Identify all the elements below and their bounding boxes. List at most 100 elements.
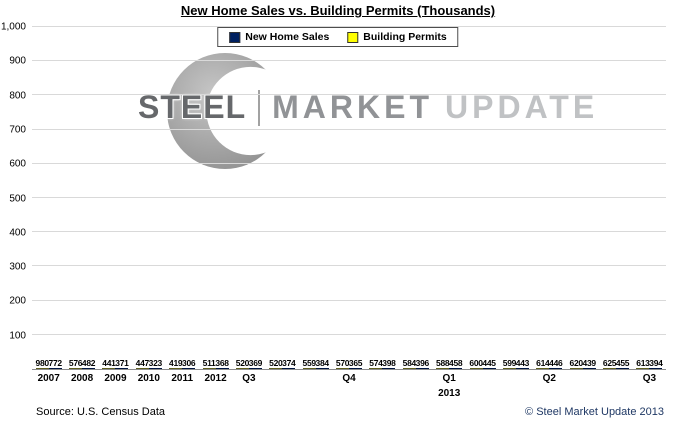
bar-value-label: 482 <box>81 358 96 368</box>
y-axis-tick-label: 700 <box>9 124 26 136</box>
bar-pair: 625 455 <box>603 358 630 369</box>
bar-new-home-sales: 445 <box>482 358 496 369</box>
bar-new-home-sales: 365 <box>349 358 363 369</box>
bar-value-label: 419 <box>169 358 183 368</box>
bar-group: 584 396 <box>399 27 432 369</box>
bar-value-label: 980 <box>35 358 50 368</box>
bar-pair: 588 458 <box>436 358 463 369</box>
bar-group: 620 439 <box>566 27 599 369</box>
bar-building-permits: 588 <box>436 358 450 369</box>
y-axis-tick-label: 1,000 <box>0 21 26 33</box>
bar-pair: 576 482 <box>69 358 96 369</box>
bar-building-permits: 980 <box>36 358 49 369</box>
bar-value-label: 520 <box>269 358 283 368</box>
bar-group: 600 445 <box>466 27 499 369</box>
legend-item-new-home-sales: New Home Sales <box>229 31 329 43</box>
bar-group: 980 772 2007 <box>32 27 65 384</box>
bar-value-label: 599 <box>502 358 517 368</box>
bar-value-label: 398 <box>382 358 396 368</box>
bar-value-label: 574 <box>369 358 383 368</box>
bar-value-label: 458 <box>449 358 463 368</box>
legend: New Home Sales Building Permits <box>217 27 459 47</box>
bar-value-label: 445 <box>482 358 496 368</box>
gridline <box>32 299 666 301</box>
bar-pair: 574 398 <box>369 358 396 369</box>
bar-group: 559 384 <box>299 27 332 369</box>
x-axis-tick-label: Q3 <box>242 373 256 384</box>
bar-new-home-sales: 458 <box>449 358 463 369</box>
bar-building-permits: 599 <box>503 358 516 369</box>
bar-pair: 620 439 <box>570 358 596 369</box>
bar-pair: 980 772 <box>36 358 62 369</box>
gridline <box>32 197 666 198</box>
bar-building-permits: 576 <box>69 358 83 369</box>
x-axis-tick-label: 2011 <box>171 373 194 384</box>
bar-group: 576 482 2008 <box>65 27 98 384</box>
bar-group: 520 374 <box>266 27 299 369</box>
bar-value-label: 570 <box>335 358 350 368</box>
gridline <box>32 162 666 164</box>
legend-swatch-new-home-sales <box>229 31 241 43</box>
x-axis-tick-label: 2012 <box>204 373 227 384</box>
x-axis-year-label: 2013 <box>438 388 461 399</box>
bar-building-permits: 614 <box>536 358 550 369</box>
bar-new-home-sales: 369 <box>249 358 262 369</box>
bar-group: 511 368 2012 <box>199 27 232 384</box>
bar-group: 574 398 <box>366 27 399 369</box>
x-axis-tick-label: 2009 <box>104 373 127 384</box>
bar-building-permits: 441 <box>102 358 116 369</box>
bar-group: 613 394 Q3 <box>633 27 666 384</box>
bar-building-permits: 584 <box>403 358 416 369</box>
bar-new-home-sales: 368 <box>215 358 229 369</box>
bar-group: 588 458 Q1 2013 <box>433 27 466 399</box>
bar-group: 625 455 <box>599 27 632 369</box>
copyright-note: © Steel Market Update 2013 <box>525 406 664 418</box>
bar-pair: 520 369 <box>236 358 262 369</box>
bar-group: 570 365 Q4 <box>332 27 365 384</box>
bar-building-permits: 419 <box>169 358 183 369</box>
bar-value-label: 365 <box>348 358 363 368</box>
bar-new-home-sales: 446 <box>549 358 563 369</box>
gridline <box>32 128 666 130</box>
gridline <box>32 26 666 27</box>
bar-building-permits: 620 <box>570 358 583 369</box>
bar-building-permits: 613 <box>636 358 650 369</box>
bar-building-permits: 570 <box>336 358 350 369</box>
bar-group: 520 369 Q3 <box>232 27 265 384</box>
bar-group: 419 306 2011 <box>166 27 199 384</box>
y-axis-tick-label: 300 <box>9 261 26 273</box>
bar-new-home-sales: 384 <box>316 358 329 369</box>
source-note: Source: U.S. Census Data <box>36 406 166 418</box>
gridline <box>32 265 666 267</box>
bar-value-label: 396 <box>415 358 430 368</box>
y-axis-tick-label: 900 <box>9 55 26 67</box>
x-axis-tick-label: 2008 <box>70 373 94 384</box>
x-axis-tick-label: 2007 <box>37 373 60 384</box>
bar-pair: 599 443 <box>503 358 529 369</box>
bar-value-label: 584 <box>402 358 417 368</box>
y-axis-tick-label: 500 <box>9 193 26 204</box>
bar-new-home-sales: 439 <box>583 358 596 369</box>
bar-new-home-sales: 482 <box>82 358 96 369</box>
y-axis: 100 200 300 400 500 600 700 800 900 1,000 <box>0 22 29 370</box>
chart-title: New Home Sales vs. Building Permits (Tho… <box>180 3 496 18</box>
bar-value-label: 368 <box>215 358 229 368</box>
bar-pair: 559 384 <box>303 358 329 369</box>
bar-value-label: 588 <box>436 358 450 368</box>
y-axis-tick-label: 800 <box>9 90 26 102</box>
bar-pair: 614 446 <box>536 358 563 369</box>
bar-value-label: 620 <box>569 358 584 368</box>
bar-building-permits: 520 <box>236 358 249 369</box>
x-axis-tick-label: Q4 <box>342 373 356 384</box>
bar-new-home-sales: 374 <box>282 358 296 369</box>
bar-pair: 584 396 <box>403 358 429 369</box>
bar-value-label: 447 <box>135 358 150 368</box>
bar-new-home-sales: 443 <box>516 358 529 369</box>
bar-value-label: 323 <box>148 358 163 368</box>
bar-new-home-sales: 455 <box>616 358 630 369</box>
x-axis-tick-label: Q1 <box>442 373 456 384</box>
bar-pair: 570 365 <box>336 358 363 369</box>
bar-value-label: 394 <box>649 358 663 368</box>
bar-value-label: 441 <box>102 358 116 368</box>
bar-value-label: 384 <box>315 358 330 368</box>
